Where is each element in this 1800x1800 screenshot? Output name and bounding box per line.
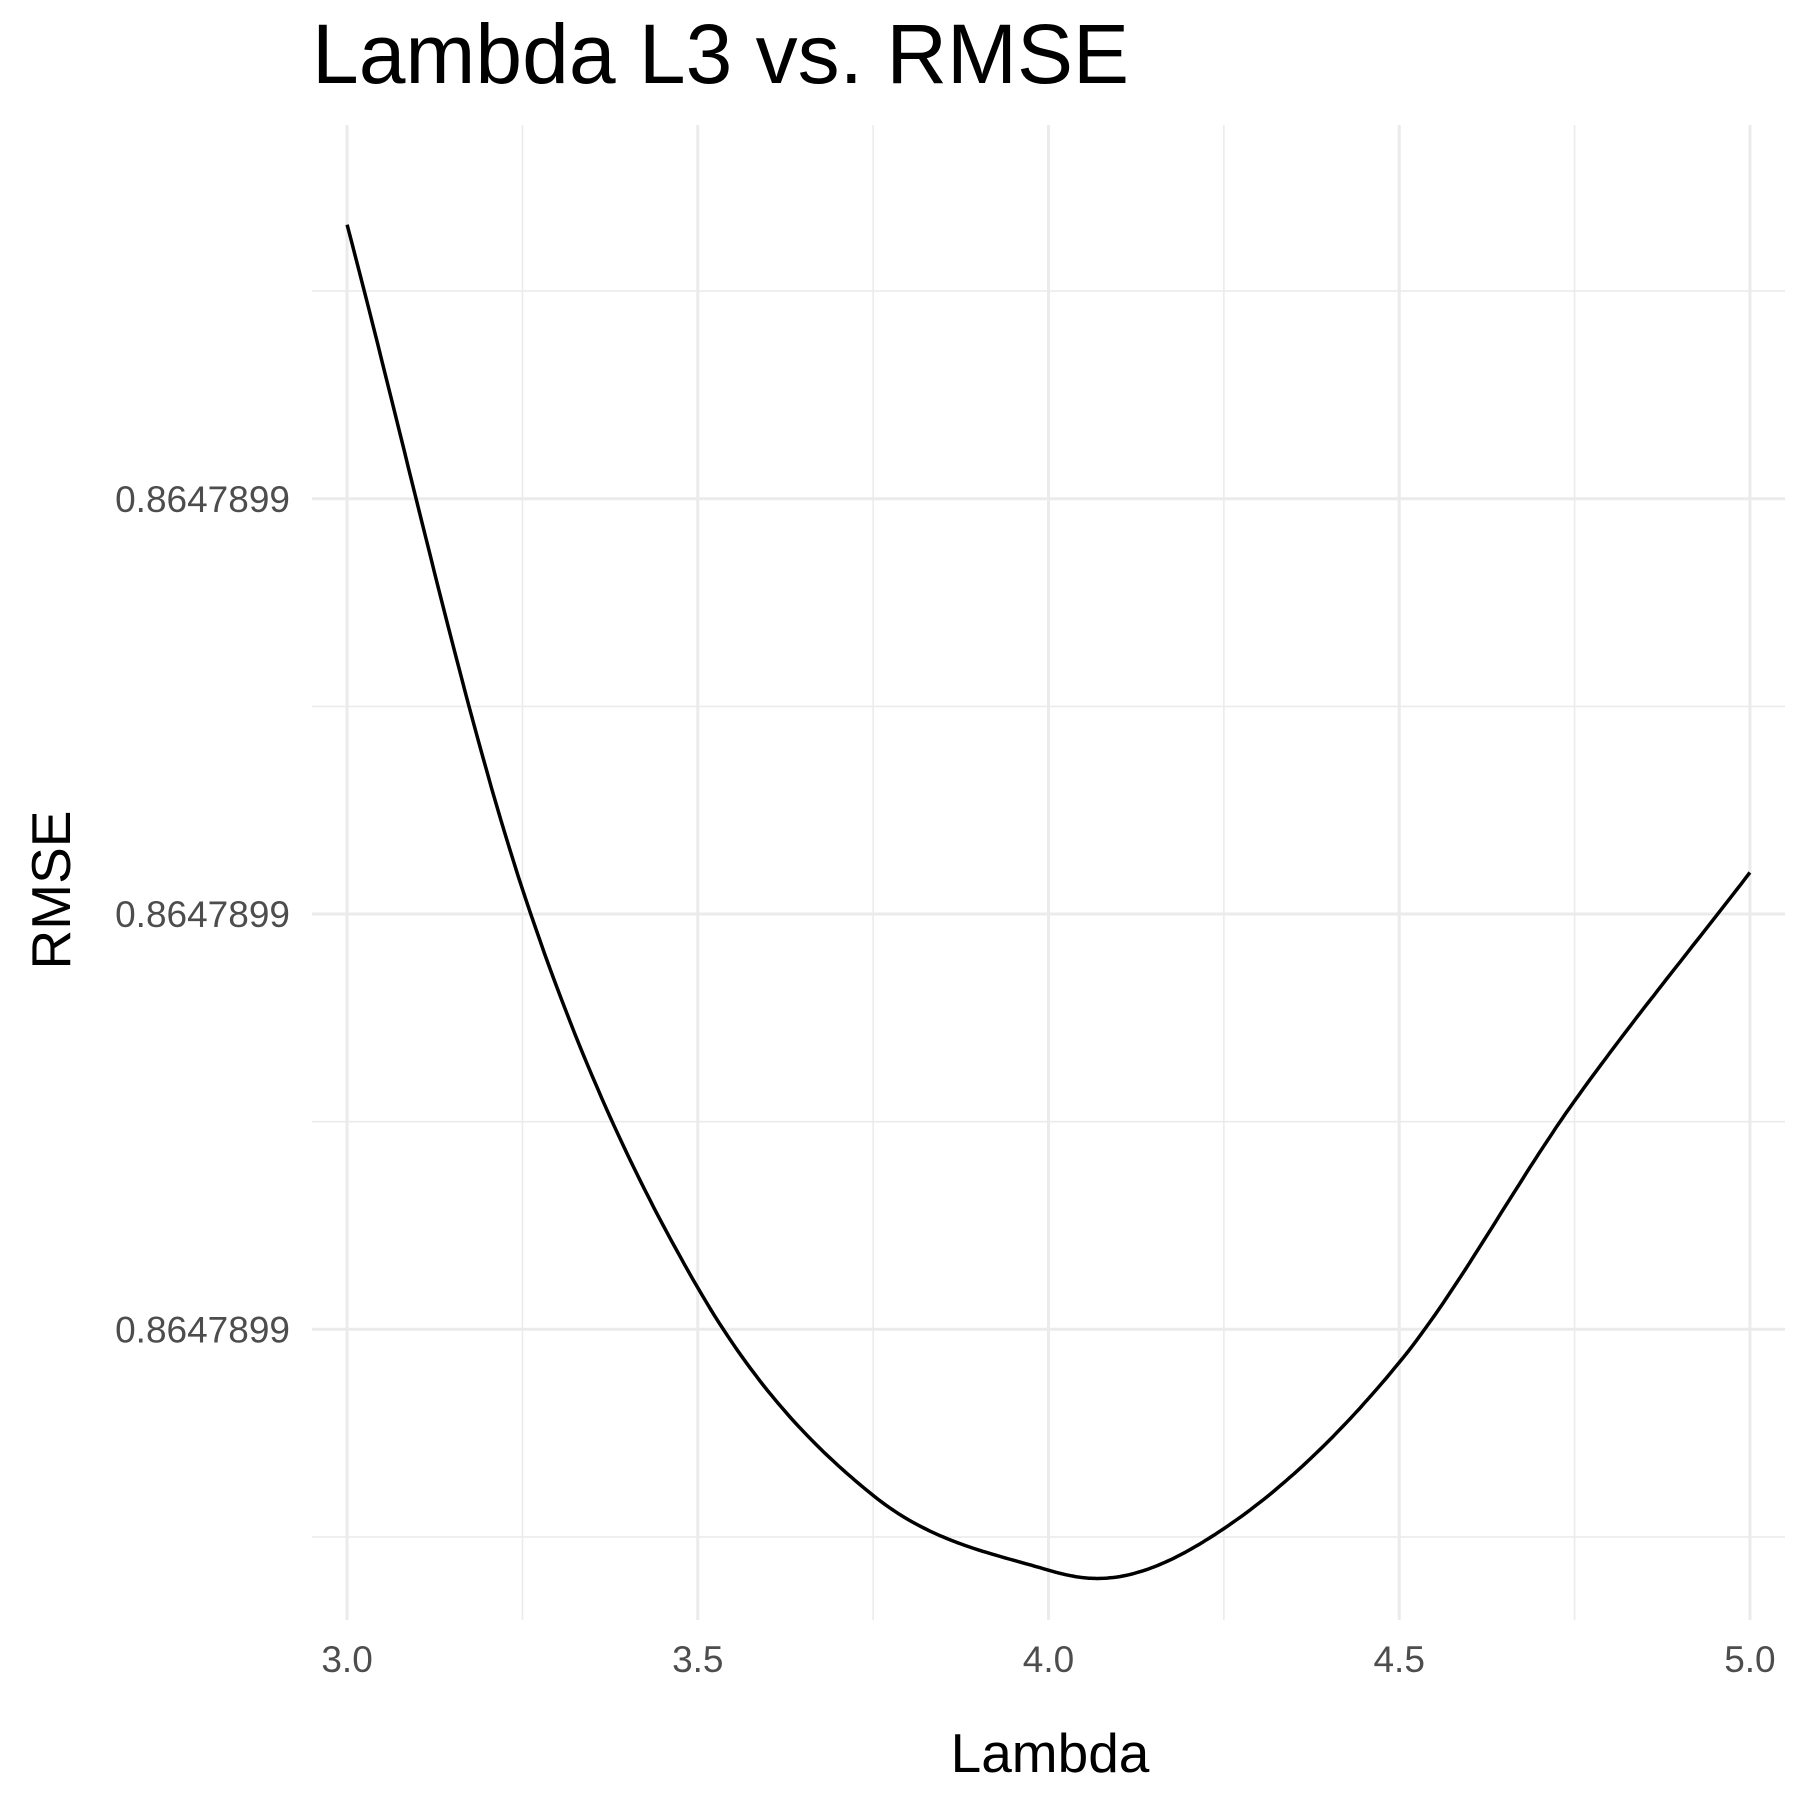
rmse-series-line (345, 224, 1752, 1581)
y-tick-label: 0.8647899 (115, 1309, 290, 1350)
x-axis-tick-labels: 3.0 3.5 4.0 4.5 5.0 (321, 1639, 1775, 1680)
y-tick-label: 0.8647899 (115, 894, 290, 935)
x-tick-label: 3.5 (672, 1639, 723, 1680)
series-layer (345, 224, 1752, 1581)
y-tick-label: 0.8647899 (115, 479, 290, 520)
chart-title: Lambda L3 vs. RMSE (312, 7, 1130, 101)
x-tick-label: 4.0 (1023, 1639, 1074, 1680)
y-axis-title: RMSE (20, 811, 82, 970)
x-tick-label: 5.0 (1724, 1639, 1775, 1680)
major-gridlines (312, 125, 1785, 1620)
y-axis-tick-labels: 0.8647899 0.8647899 0.8647899 (115, 479, 290, 1351)
x-tick-label: 3.0 (321, 1639, 372, 1680)
x-tick-label: 4.5 (1373, 1639, 1424, 1680)
x-axis-title: Lambda (951, 1722, 1150, 1784)
